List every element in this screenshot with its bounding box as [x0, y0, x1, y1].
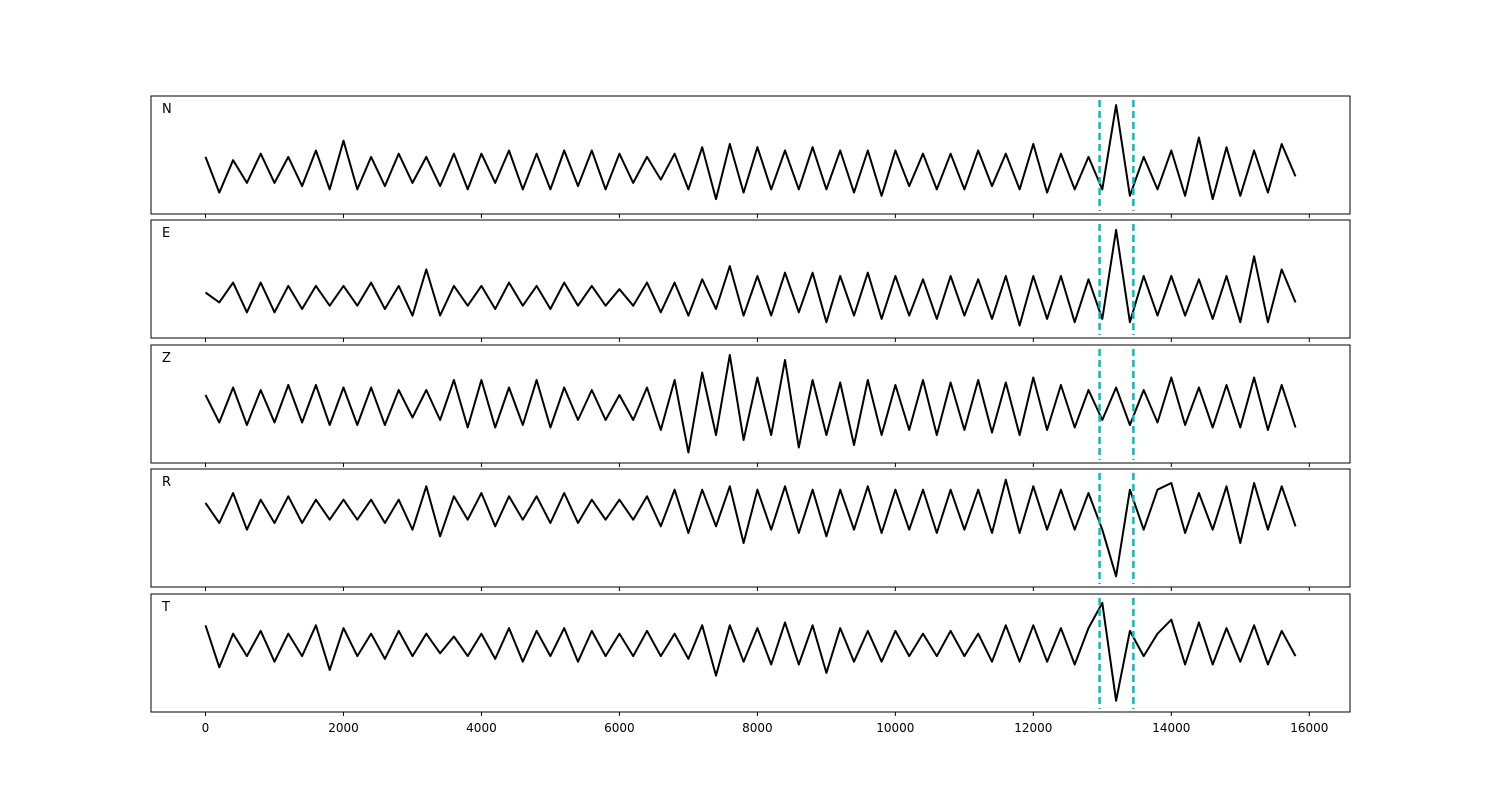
channel-label: T	[161, 600, 170, 615]
x-tick-label: 2000	[328, 721, 359, 735]
panel-e: E	[150, 219, 1351, 342]
panel-n: N	[150, 95, 1351, 218]
channel-label: R	[162, 475, 171, 490]
panel-r: R	[150, 468, 1351, 591]
waveform-trace	[204, 601, 1297, 702]
x-tick-label: 4000	[466, 721, 497, 735]
channel-label: N	[162, 102, 172, 117]
x-tick-label: 14000	[1152, 721, 1190, 735]
waveform-trace	[204, 228, 1297, 327]
panel-frame	[150, 95, 1351, 215]
panel-t: 0 2000 4000 6000 8000 10000 12000 14000 16000 T	[150, 593, 1351, 735]
channel-label: Z	[162, 351, 171, 366]
waveform-trace	[204, 354, 1297, 454]
waveform-trace	[204, 478, 1297, 578]
x-tick-label: 8000	[742, 721, 773, 735]
panel-frame	[150, 468, 1351, 588]
x-tick-label: 10000	[876, 721, 914, 735]
panel-frame	[150, 593, 1351, 713]
x-tick-label: 12000	[1014, 721, 1052, 735]
waveform-trace	[204, 104, 1297, 201]
panel-z: Z	[150, 344, 1351, 467]
x-tick-label: 6000	[604, 721, 635, 735]
panel-frame	[150, 219, 1351, 339]
panel-frame	[150, 344, 1351, 464]
channel-label: E	[162, 226, 170, 241]
x-tick-label: 16000	[1290, 721, 1328, 735]
x-tick-label: 0	[202, 721, 210, 735]
